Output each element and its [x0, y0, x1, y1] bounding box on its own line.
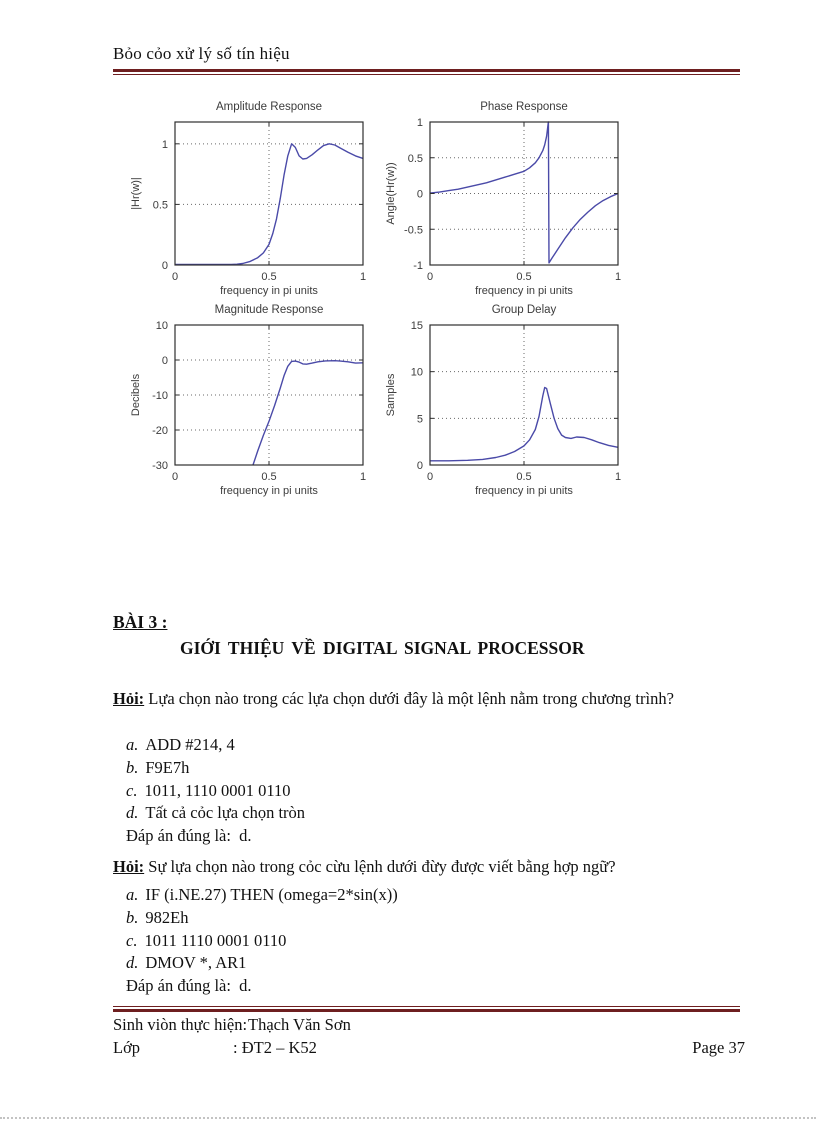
header-title: Bỏo cỏo xử lý số tín hiệu: [113, 44, 290, 63]
y-axis-label: Angle(Hr(w)): [385, 162, 397, 224]
option-row: c. 1011 1110 0001 0110: [126, 930, 398, 953]
option-row: a. IF (i.NE.27) THEN (omega=2*sin(x)): [126, 884, 398, 907]
y-tick-label: -1: [413, 260, 423, 272]
y-tick-label: 0.5: [408, 153, 423, 165]
plot-title: Phase Response: [480, 101, 568, 113]
x-axis-label: frequency in pi units: [220, 485, 318, 497]
question-1-label: Hỏi:: [113, 689, 145, 708]
option-letter: c.: [126, 930, 138, 950]
option-letter: d.: [126, 803, 139, 823]
option-row: d. Tất cả cỏc lựa chọn tròn: [126, 802, 305, 825]
matlab-figure: 0 0.5 1 0 0.5 1 Amplitude Response frequency in…: [125, 94, 635, 504]
x-tick-label: 1: [360, 271, 366, 283]
y-axis-label: |Hr(w)|: [130, 177, 142, 210]
x-tick-label: 1: [615, 271, 621, 283]
option-row: b. 982Eh: [126, 907, 398, 930]
option-letter: a.: [126, 885, 139, 904]
y-tick-label: 0: [162, 355, 168, 367]
data-curve: [175, 143, 364, 266]
x-tick-label: 0: [172, 471, 178, 483]
footer-class-line: Lớp : ĐT2 – K52 Page 37: [113, 1038, 745, 1058]
option-text: IF (i.NE.27) THEN (omega=2*sin(x)): [145, 885, 398, 904]
option-text: ADD #214, 4: [145, 735, 235, 754]
magnitude-response-plot: 0 0.5 1 -30 -20 -10 0 10 Magnitude Response frequ…: [130, 304, 366, 497]
y-tick-label: 1: [162, 139, 168, 151]
page-number: Page 37: [692, 1038, 745, 1057]
footer-class-label: Lớp: [113, 1038, 141, 1057]
footer-author-name: Thạch Văn Sơn: [248, 1015, 351, 1034]
y-axis-label: Decibels: [130, 373, 142, 416]
x-tick-label: 0.5: [261, 271, 276, 283]
y-tick-label: -10: [152, 390, 168, 402]
footer-class-value: : ĐT2 – K52: [233, 1038, 317, 1057]
x-axis-label: frequency in pi units: [475, 285, 573, 297]
y-tick-label: -20: [152, 425, 168, 437]
plot-title: Group Delay: [492, 304, 557, 316]
option-text: 1011, 1110 0001 0110: [144, 780, 291, 800]
question-2-options: a. IF (i.NE.27) THEN (omega=2*sin(x)) b. 9…: [126, 884, 398, 998]
option-letter: a.: [126, 735, 139, 754]
data-curve: [429, 121, 619, 264]
y-tick-label: 1: [417, 117, 423, 129]
y-tick-label: -30: [152, 460, 168, 472]
question-2: Hỏi: Sự lựa chọn nào trong cỏc cừu lệnh …: [113, 855, 743, 878]
phase-response-plot: 0 0.5 1 -1 -0.5 0 0.5 1 Phase Response frequency …: [385, 101, 621, 297]
option-row: d. DMOV *, AR1: [126, 952, 398, 975]
option-text: F9E7h: [145, 757, 190, 777]
section-heading: BÀI 3 :: [113, 612, 168, 632]
option-letter: b.: [126, 907, 139, 927]
x-tick-label: 0.5: [516, 271, 531, 283]
question-1-answer: Đáp án đúng là: d.: [126, 826, 252, 846]
x-tick-label: 0: [172, 271, 178, 283]
x-tick-label: 0: [427, 271, 433, 283]
footer-author-line: Sinh viòn thực hiện: Thạch Văn Sơn: [113, 1015, 743, 1035]
header-rule: [113, 69, 740, 75]
option-letter: c.: [126, 780, 138, 800]
option-letter: b.: [126, 757, 139, 777]
footer-author-label: Sinh viòn thực hiện:: [113, 1015, 248, 1034]
y-axis-label: Samples: [385, 373, 397, 416]
section-subheading: GIỚI THIỆU VỀ DIGITAL SIGNAL PROCESSOR: [180, 638, 585, 658]
option-text: 982Eh: [145, 907, 189, 927]
amplitude-response-plot: 0 0.5 1 0 0.5 1 Amplitude Response frequency in…: [130, 101, 366, 297]
option-row: c. 1011, 1110 0001 0110: [126, 780, 305, 803]
question-2-text: Sự lựa chọn nào trong cỏc cừu lệnh dưới …: [144, 857, 616, 876]
question-1-options: a. ADD #214, 4 b. F9E7h c. 1011, 1110 0001 …: [126, 734, 305, 848]
option-letter: d.: [126, 953, 139, 973]
question-2-answer: Đáp án đúng là: d.: [126, 976, 252, 996]
y-tick-label: 10: [411, 367, 423, 379]
x-axis-label: frequency in pi units: [220, 285, 318, 297]
option-row: a. ADD #214, 4: [126, 734, 305, 757]
option-text: Tất cả cỏc lựa chọn tròn: [145, 803, 306, 823]
y-tick-label: 0: [162, 260, 168, 272]
y-tick-label: 0: [417, 189, 423, 201]
plot-title: Amplitude Response: [216, 101, 322, 113]
y-tick-label: 5: [417, 413, 423, 425]
question-1-text: Lựa chọn nào trong các lựa chọn dưới đây…: [144, 689, 674, 708]
data-curve: [252, 360, 364, 466]
option-text: DMOV *, AR1: [145, 953, 247, 973]
y-tick-label: 10: [156, 320, 168, 332]
x-tick-label: 0: [427, 471, 433, 483]
x-tick-label: 1: [615, 471, 621, 483]
x-tick-label: 0.5: [261, 471, 276, 483]
y-tick-label: 15: [411, 320, 423, 332]
y-tick-label: -0.5: [404, 224, 423, 236]
data-curve: [430, 386, 619, 462]
y-tick-label: 0.5: [153, 199, 168, 211]
x-tick-label: 1: [360, 471, 366, 483]
y-tick-label: 0: [417, 460, 423, 472]
option-row: b. F9E7h: [126, 757, 305, 780]
footer-rule: [113, 1006, 740, 1012]
page-break-dotted-line: [0, 1117, 816, 1119]
option-text: 1011 1110 0001 0110: [144, 930, 287, 950]
x-tick-label: 0.5: [516, 471, 531, 483]
x-axis-label: frequency in pi units: [475, 485, 573, 497]
question-2-label: Hỏi:: [113, 857, 145, 876]
question-1: Hỏi: Lựa chọn nào trong các lựa chọn dướ…: [113, 687, 743, 710]
plot-title: Magnitude Response: [215, 304, 324, 316]
